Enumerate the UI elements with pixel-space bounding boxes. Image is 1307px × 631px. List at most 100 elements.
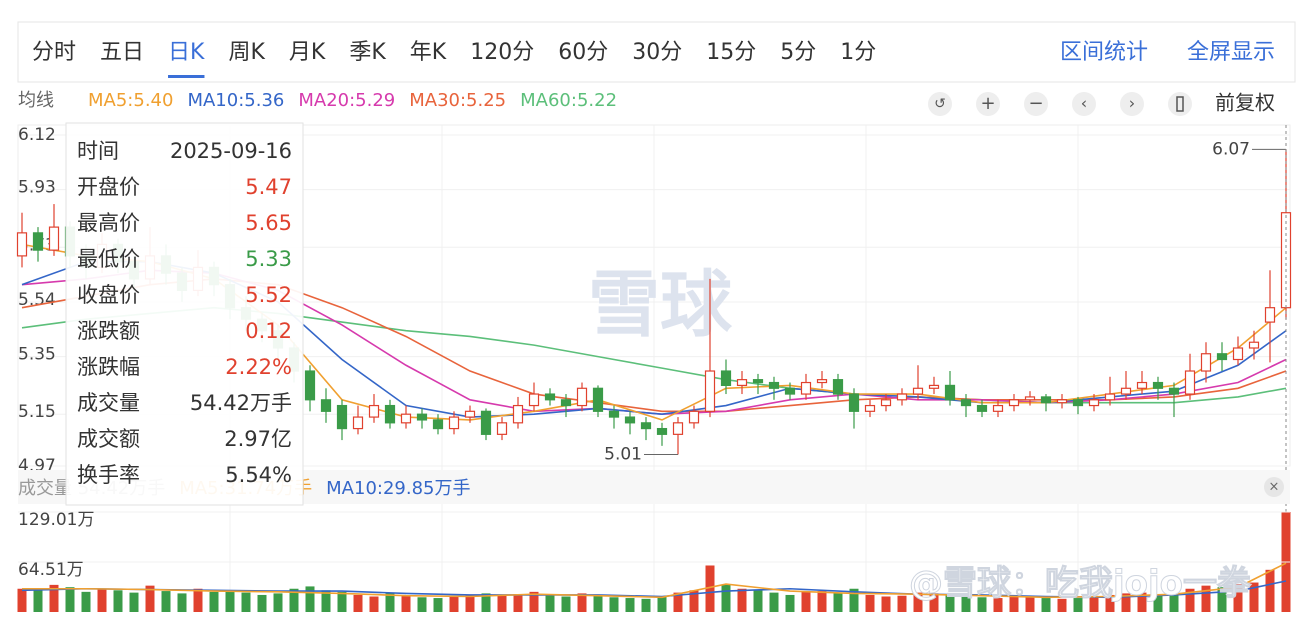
volume-bar <box>305 586 315 612</box>
volume-bar <box>913 592 923 612</box>
tooltip-value: 0.12 <box>245 319 292 343</box>
candle-body <box>352 416 364 430</box>
candle-icon[interactable] <box>1168 92 1192 116</box>
tooltip-label: 成交量 <box>77 391 140 415</box>
candle-body <box>896 393 908 401</box>
volume-bar <box>1009 596 1019 612</box>
volume-bar <box>449 596 459 612</box>
reset-icon[interactable]: ↺ <box>928 92 952 116</box>
candle-body <box>1264 307 1276 323</box>
volume-bar <box>81 591 91 612</box>
volume-bar <box>497 595 507 612</box>
tooltip-value: 5.33 <box>245 247 292 271</box>
candle-body <box>432 419 444 430</box>
tooltip-label: 开盘价 <box>77 175 140 199</box>
y-tick-label: 129.01万 <box>18 510 94 530</box>
tab[interactable]: 1分 <box>840 40 876 65</box>
candle-body <box>672 422 684 435</box>
candle-body <box>1088 399 1100 407</box>
candle-body <box>976 404 988 412</box>
tab[interactable]: 周K <box>228 40 265 65</box>
volume-bar <box>1265 569 1275 612</box>
svg-text:×: × <box>1269 480 1280 495</box>
toolbar-icons: ↺ + − ‹ › <box>928 92 1192 116</box>
candle-body <box>1216 353 1228 361</box>
candle-body <box>464 410 476 418</box>
volume-bar <box>1169 591 1179 612</box>
volume-bar <box>49 584 59 612</box>
volume-bar <box>177 593 187 612</box>
volume-bar <box>801 591 811 612</box>
candle-body <box>400 413 412 424</box>
tab[interactable]: 分时 <box>32 40 76 65</box>
candle-body <box>1152 381 1164 389</box>
ma-legend-item: MA30:5.25 <box>409 90 506 111</box>
svg-text:›: › <box>1129 94 1135 113</box>
ma-legend-item: MA20:5.29 <box>298 90 395 111</box>
candle-body <box>320 399 332 412</box>
candle-body <box>576 387 588 407</box>
candle-body <box>912 387 924 395</box>
adjust-button[interactable]: 前复权 <box>1215 91 1275 115</box>
candle-body <box>768 381 780 389</box>
volume-legend-item: MA10:29.85万手 <box>326 478 470 499</box>
candle-body <box>448 416 460 430</box>
volume-bar <box>289 588 299 612</box>
tab-underline <box>168 75 205 78</box>
zoom-in-icon[interactable]: + <box>976 92 1000 116</box>
candle-body <box>16 232 28 257</box>
candle-body <box>1136 381 1148 389</box>
volume-bar <box>1137 592 1147 612</box>
zoom-out-icon[interactable]: − <box>1024 92 1048 116</box>
volume-bar <box>97 588 107 612</box>
volume-bar <box>433 598 443 612</box>
tab[interactable]: 30分 <box>632 40 682 65</box>
volume-bar <box>977 597 987 612</box>
ma-legend-item: MA60:5.22 <box>520 90 617 111</box>
volume-bar <box>465 594 475 612</box>
tooltip-label: 收盘价 <box>77 283 140 307</box>
candle-body <box>592 387 604 412</box>
next-icon[interactable]: › <box>1120 92 1144 116</box>
svg-text:‹: ‹ <box>1081 94 1087 113</box>
tab[interactable]: 五日 <box>100 40 144 65</box>
volume-bar <box>17 588 27 612</box>
candle-body <box>1040 396 1052 404</box>
candle-body <box>944 384 956 401</box>
tab[interactable]: 15分 <box>706 40 756 65</box>
tab[interactable]: 5分 <box>780 40 816 65</box>
candle-body <box>480 410 492 435</box>
volume-bar <box>609 597 619 612</box>
volume-bar <box>897 595 907 612</box>
volume-bar <box>1073 598 1083 612</box>
tab-link[interactable]: 区间统计 <box>1060 40 1148 65</box>
candle-body <box>928 384 940 389</box>
tab[interactable]: 日K <box>168 40 205 65</box>
candle-body <box>1008 399 1020 407</box>
candle-body <box>496 422 508 435</box>
volume-bar <box>705 565 715 612</box>
y-tick-label: 5.93 <box>18 178 56 198</box>
candle-body <box>1200 353 1212 372</box>
prev-icon[interactable]: ‹ <box>1072 92 1096 116</box>
candle-body <box>736 379 748 387</box>
y-tick-label: 64.51万 <box>18 560 84 580</box>
close-volume[interactable]: × <box>1264 477 1284 497</box>
candle-body <box>1056 399 1068 404</box>
tab[interactable]: 季K <box>349 40 386 65</box>
candle-body <box>512 404 524 424</box>
tab-link[interactable]: 全屏显示 <box>1187 40 1275 65</box>
volume-bar <box>241 592 251 612</box>
volume-bar <box>33 590 43 612</box>
volume-bar <box>113 590 123 612</box>
volume-bar <box>337 591 347 612</box>
tab[interactable]: 120分 <box>470 40 534 65</box>
tooltip-value: 54.42万手 <box>190 391 292 415</box>
tab[interactable]: 年K <box>410 40 447 65</box>
tooltip-value: 2.97亿 <box>224 427 292 451</box>
tab[interactable]: 60分 <box>558 40 608 65</box>
candle-body <box>784 387 796 395</box>
tooltip-value: 5.52 <box>245 283 292 307</box>
tab[interactable]: 月K <box>289 40 326 65</box>
candle-body <box>560 399 572 407</box>
